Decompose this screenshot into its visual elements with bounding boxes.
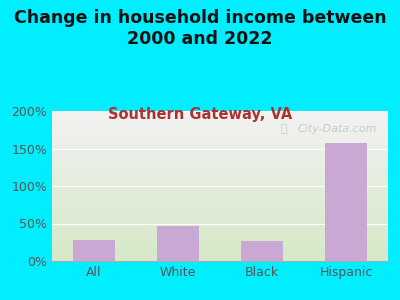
Text: City-Data.com: City-Data.com: [297, 124, 377, 134]
Bar: [241, 241, 283, 261]
Text: ⓘ: ⓘ: [280, 124, 287, 134]
Bar: [325, 142, 367, 261]
Text: Change in household income between
2000 and 2022: Change in household income between 2000 …: [14, 9, 386, 48]
Bar: [157, 226, 199, 261]
Bar: [73, 240, 115, 261]
Text: Southern Gateway, VA: Southern Gateway, VA: [108, 106, 292, 122]
